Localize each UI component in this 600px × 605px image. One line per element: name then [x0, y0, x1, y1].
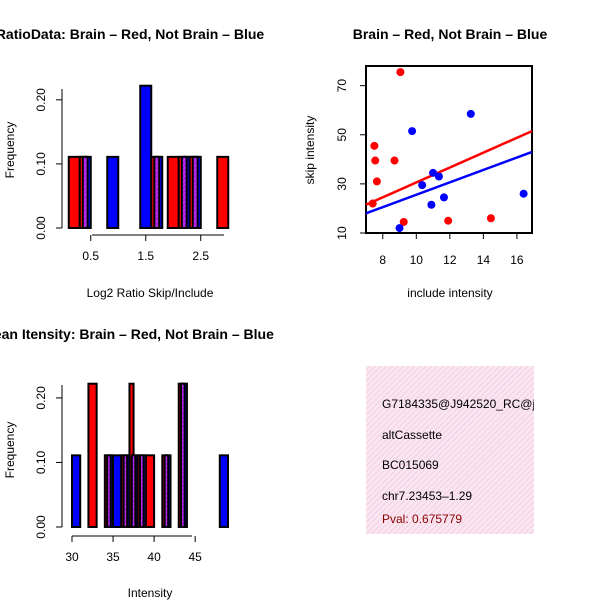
scatter-y-tick-label-1: 30: [335, 177, 349, 191]
ratio-bar-red-0: [67, 155, 81, 229]
intensity-x-label: Intensity: [128, 586, 173, 600]
intensity-y-tick-label-2: 0.20: [34, 386, 48, 410]
scatter-x-ticks: 8 10 12 14 16: [379, 233, 524, 267]
ratio-y-tick-label-2: 0.20: [34, 88, 48, 112]
ratio-y-tick-label-1: 0.10: [34, 152, 48, 176]
scatter-fit-lines: [365, 129, 533, 215]
info-event-type: altCassette: [382, 428, 442, 442]
ratio-y-tick-label-0: 0.00: [34, 216, 48, 240]
ratio-histogram-panel: RatioData: Brain – Red, Not Brain – Blue…: [0, 26, 264, 300]
scatter-y-tick-label-0: 10: [335, 226, 349, 240]
ratio-y-ticks: 0.00 0.10 0.20: [34, 88, 62, 240]
ratio-bar-overlap-4: [153, 155, 161, 229]
intensity-x-tick-label-2: 40: [147, 550, 161, 564]
intensity-x-ticks: 30 35 40 45: [65, 536, 202, 564]
ratio-histogram-bars: [67, 84, 230, 229]
info-panel-background: [366, 366, 534, 534]
ratio-bar-blue-2: [106, 155, 120, 229]
intensity-bar-overlap-6: [138, 454, 145, 529]
intensity-x-tick-label-0: 30: [65, 550, 79, 564]
ratio-x-label: Log2 Ratio Skip/Include: [87, 286, 214, 300]
scatter-point-red-2: [372, 177, 381, 186]
ratio-bar-blue-3: [139, 84, 153, 229]
info-panel: G7184335@J942520_RC@j_at altCassette BC0…: [366, 366, 552, 534]
ratio-y-label: Frequency: [3, 122, 17, 179]
scatter-point-red-0: [370, 141, 379, 150]
intensity-histogram-bars: [71, 382, 230, 529]
ratio-x-tick-label-2: 2.5: [192, 249, 209, 263]
scatter-point-blue-3: [427, 200, 436, 209]
scatter-y-ticks: 10 30 50 70: [335, 79, 366, 240]
scatter-x-tick-label-1: 10: [410, 253, 424, 267]
info-location: chr7.23453–1.29: [382, 489, 472, 503]
info-panel-edge-mask: [534, 380, 600, 420]
intensity-bar-red-7: [144, 454, 156, 529]
scatter-point-blue-5: [434, 172, 443, 181]
ratio-bar-overlap-1: [81, 155, 89, 229]
scatter-point-blue-4: [429, 168, 438, 177]
intensity-bar-overlap-2: [106, 454, 112, 529]
ratio-x-tick-label-1: 1.5: [137, 249, 154, 263]
scatter-x-tick-label-2: 12: [443, 253, 457, 267]
scatter-point-blue-0: [395, 224, 404, 233]
intensity-bar-blue-10: [218, 454, 230, 529]
intensity-bar-blue-0: [71, 454, 82, 529]
intensity-bar-overlap-5: [130, 454, 137, 529]
ratio-bar-red-8: [216, 155, 230, 229]
scatter-fit-red: [365, 129, 533, 206]
scatter-point-red-4: [390, 156, 399, 165]
scatter-y-tick-label-3: 70: [335, 79, 349, 93]
intensity-bar-overlap-8: [163, 454, 170, 529]
scatter-point-red-5: [396, 68, 405, 77]
intensity-y-ticks: 0.00 0.10 0.20: [34, 386, 62, 539]
scatter-point-blue-6: [439, 193, 448, 202]
scatter-x-tick-label-3: 14: [477, 253, 491, 267]
scatter-point-red-8: [486, 214, 495, 223]
intensity-histogram-title: Mean Itensity: Brain – Red, Not Brain – …: [0, 326, 274, 342]
info-probe-id: G7184335@J942520_RC@j_at: [382, 397, 552, 411]
scatter-point-blue-1: [408, 127, 417, 136]
intensity-bar-blue-3: [112, 454, 123, 529]
scatter-point-red-3: [368, 199, 377, 208]
intensity-y-tick-label-1: 0.10: [34, 450, 48, 474]
ratio-bar-overlap-7: [191, 155, 199, 229]
ratio-bar-red-5: [166, 155, 180, 229]
info-accession: BC015069: [382, 458, 439, 472]
scatter-x-label: include intensity: [407, 286, 492, 300]
info-pval: Pval: 0.675779: [382, 512, 462, 526]
scatter-x-tick-label-0: 8: [379, 253, 386, 267]
scatter-point-red-6: [399, 217, 408, 226]
intensity-y-label: Frequency: [3, 422, 17, 479]
ratio-x-ticks: 0.5 1.5 2.5: [82, 235, 209, 263]
scatter-point-blue-2: [418, 181, 427, 190]
scatter-point-blue-7: [466, 109, 475, 118]
intensity-bar-overlap-9: [180, 382, 186, 528]
intensity-scatter-panel: Brain – Red, Not Brain – Blue 8 10 12 14 16 …: [303, 26, 547, 300]
scatter-points: [368, 68, 528, 233]
scatter-point-red-1: [371, 156, 380, 165]
scatter-point-red-7: [444, 216, 453, 225]
scatter-x-tick-label-4: 16: [510, 253, 524, 267]
intensity-y-tick-label-0: 0.00: [34, 515, 48, 539]
intensity-x-tick-label-1: 35: [106, 550, 120, 564]
scatter-plot-box: [365, 65, 533, 234]
scatter-point-blue-8: [519, 189, 528, 198]
intensity-histogram-panel: Mean Itensity: Brain – Red, Not Brain – …: [0, 326, 274, 600]
intensity-bar-red-1: [87, 382, 98, 528]
scatter-y-label: skip intensity: [303, 116, 317, 185]
scatter-title: Brain – Red, Not Brain – Blue: [353, 26, 548, 42]
scatter-y-tick-label-2: 50: [335, 128, 349, 142]
intensity-bar-overlap-4: [122, 454, 129, 529]
ratio-x-tick-label-0: 0.5: [82, 249, 99, 263]
intensity-x-tick-label-3: 45: [188, 550, 202, 564]
ratio-bar-overlap-6: [180, 155, 188, 229]
scatter-fit-blue: [365, 150, 533, 215]
ratio-histogram-title: RatioData: Brain – Red, Not Brain – Blue: [0, 26, 264, 42]
